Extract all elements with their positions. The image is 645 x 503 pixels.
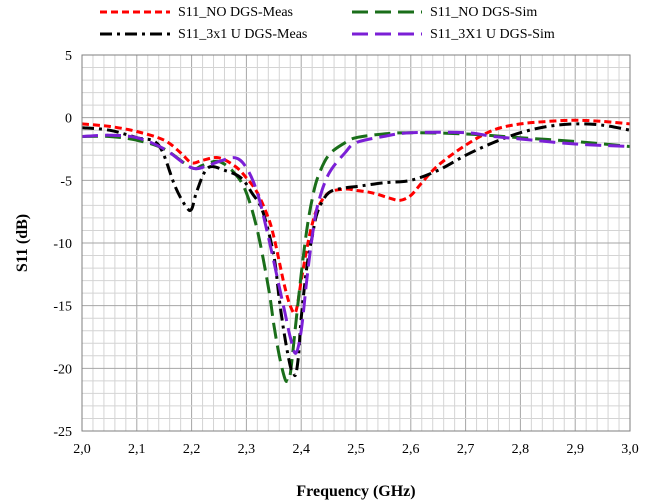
y-tick-label: -15	[53, 300, 72, 315]
x-tick-label: 2,7	[457, 442, 475, 457]
y-tick-label: -10	[53, 237, 72, 252]
x-tick-label: 2,3	[238, 442, 256, 457]
series-layer	[81, 118, 631, 383]
legend-item: S11_3X1 U DGS-Sim	[352, 27, 555, 42]
x-tick-label: 2,2	[183, 442, 201, 457]
series-line	[81, 130, 631, 355]
x-tick-label: 2,0	[73, 442, 91, 457]
legend-label: S11_NO DGS-Sim	[430, 5, 537, 20]
legend-label: S11_3x1 U DGS-Meas	[178, 27, 307, 42]
y-tick-label: 5	[65, 49, 72, 64]
y-tick-label: -25	[53, 425, 72, 440]
x-tick-label: 2,9	[566, 442, 584, 457]
legend-item: S11_NO DGS-Meas	[100, 5, 293, 20]
plot-frame	[81, 54, 631, 432]
y-axis-title: S11 (dB)	[14, 214, 31, 272]
legend-item: S11_3x1 U DGS-Meas	[100, 27, 307, 42]
series-line	[81, 131, 631, 383]
x-tick-label: 2,6	[402, 442, 420, 457]
legend-label: S11_NO DGS-Meas	[178, 5, 293, 20]
y-tick-labels: 5 0 -5 -10 -15 -20 -25	[53, 49, 72, 440]
legend-label: S11_3X1 U DGS-Sim	[430, 27, 555, 42]
x-axis-title: Frequency (GHz)	[296, 483, 415, 500]
y-tick-label: 0	[65, 112, 72, 127]
legend: S11_NO DGS-Meas S11_NO DGS-Sim S11_3x1 U D…	[100, 5, 555, 42]
grid	[81, 54, 631, 432]
y-tick-label: -5	[60, 174, 72, 189]
x-tick-label: 3,0	[621, 442, 639, 457]
x-tick-label: 2,1	[128, 442, 146, 457]
legend-item: S11_NO DGS-Sim	[352, 5, 537, 20]
x-tick-label: 2,8	[512, 442, 530, 457]
x-tick-label: 2,4	[292, 442, 310, 457]
y-tick-label: -20	[53, 362, 72, 377]
series-line	[81, 122, 631, 378]
x-tick-label: 2,5	[347, 442, 365, 457]
x-tick-labels: 2,0 2,1 2,2 2,3 2,4 2,5 2,6 2,7 2,8 2,9 3,0	[73, 442, 639, 457]
